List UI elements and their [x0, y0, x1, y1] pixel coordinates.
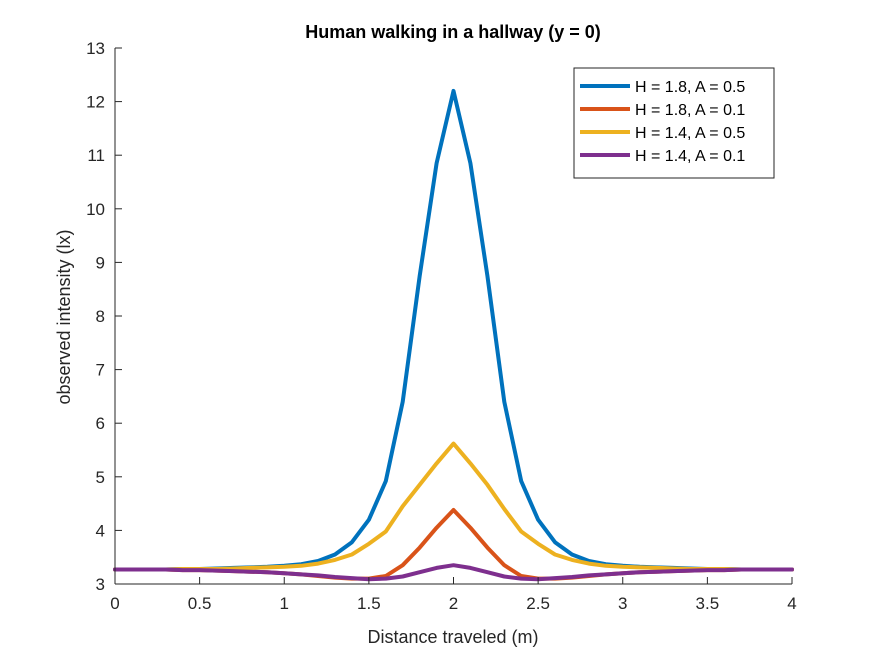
y-tick-label: 5 [96, 468, 105, 487]
x-tick-label: 0 [110, 594, 119, 613]
legend-label-2: H = 1.8, A = 0.1 [635, 102, 745, 119]
y-tick-label: 9 [96, 253, 105, 272]
legend-label-1: H = 1.8, A = 0.5 [635, 79, 745, 96]
y-tick-label: 8 [96, 307, 105, 326]
y-tick-label: 13 [86, 39, 105, 58]
x-tick-label: 4 [787, 594, 796, 613]
y-axis-title: observed intensity (lx) [54, 229, 74, 404]
legend-label-3: H = 1.4, A = 0.5 [635, 125, 745, 142]
x-tick-label: 1.5 [357, 594, 381, 613]
legend: H = 1.8, A = 0.5 H = 1.8, A = 0.1 H = 1.4,… [573, 67, 775, 179]
x-tick-label: 3 [618, 594, 627, 613]
y-tick-label: 6 [96, 414, 105, 433]
series-line-3 [113, 441, 794, 572]
y-tick-label: 3 [96, 575, 105, 594]
x-tick-label: 0.5 [188, 594, 212, 613]
y-tick-label: 7 [96, 361, 105, 380]
y-tick-label: 4 [96, 521, 105, 540]
legend-label-4: H = 1.4, A = 0.1 [635, 148, 745, 165]
x-tick-label: 1 [280, 594, 289, 613]
series-layer [113, 88, 794, 582]
y-tick-label: 11 [87, 146, 105, 165]
chart-title: Human walking in a hallway (y = 0) [305, 22, 601, 42]
x-tick-label: 2.5 [526, 594, 550, 613]
y-tick-label: 10 [86, 200, 105, 219]
y-tick-label: 12 [86, 93, 105, 112]
x-tick-label: 3.5 [696, 594, 720, 613]
axes-layer: 0 0.5 1 1.5 2 2.5 3 3.5 4 3 4 5 6 7 8 9 10 11 12 13 [86, 39, 797, 613]
series-line-4 [113, 563, 794, 582]
x-axis-title: Distance traveled (m) [367, 627, 538, 647]
x-tick-label: 2 [449, 594, 458, 613]
